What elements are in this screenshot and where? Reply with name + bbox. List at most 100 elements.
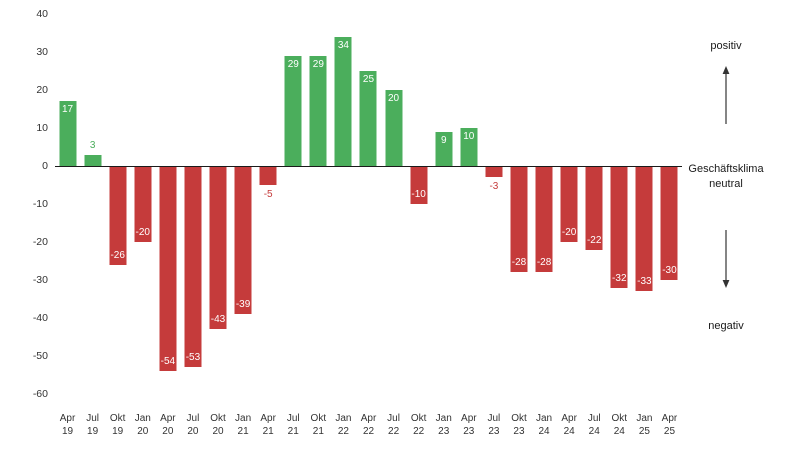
bar-value-label: 17 bbox=[61, 104, 74, 116]
y-tick-label: -10 bbox=[32, 198, 48, 210]
bar-slot: 34 bbox=[331, 14, 356, 394]
bar-negative: -39 bbox=[234, 166, 252, 315]
bar-value-label: -39 bbox=[235, 299, 251, 311]
bar-slot: -33 bbox=[632, 14, 657, 394]
bar-slot: -26 bbox=[105, 14, 130, 394]
bar-value-label: -43 bbox=[210, 314, 226, 326]
x-tick-label: Jul 23 bbox=[487, 413, 501, 437]
bar-value-label: -3 bbox=[489, 181, 499, 193]
bar-slot: 25 bbox=[356, 14, 381, 394]
x-tick-label: Okt 21 bbox=[310, 413, 327, 437]
bar-negative: -28 bbox=[535, 166, 553, 273]
x-tick-label: Jan 25 bbox=[636, 413, 653, 437]
bar-slot: -53 bbox=[180, 14, 205, 394]
x-tick-label: Okt 23 bbox=[511, 413, 527, 437]
x-tick-label: Jan 20 bbox=[134, 413, 151, 437]
bar-value-label: 3 bbox=[89, 139, 96, 151]
bar-slot: -20 bbox=[130, 14, 155, 394]
y-tick-label: -30 bbox=[32, 274, 48, 286]
y-tick-label: 40 bbox=[36, 8, 48, 20]
bar-negative: -54 bbox=[159, 166, 177, 372]
bar-value-label: -20 bbox=[561, 227, 577, 238]
bar-slot: 3 bbox=[80, 14, 105, 394]
down-arrow-icon bbox=[722, 230, 730, 288]
bar-value-label: 25 bbox=[362, 74, 375, 85]
bar-negative: -53 bbox=[184, 166, 202, 368]
bar-slot: 20 bbox=[381, 14, 406, 394]
y-tick-label: 30 bbox=[36, 46, 48, 58]
bar-slot: 10 bbox=[456, 14, 481, 394]
bar-positive: 20 bbox=[385, 90, 403, 166]
bar-slot: -30 bbox=[657, 14, 682, 394]
x-tick-label: Apr 24 bbox=[561, 413, 577, 437]
bar-slot: -5 bbox=[256, 14, 281, 394]
bar-positive: 25 bbox=[359, 71, 377, 166]
bar-negative: -28 bbox=[510, 166, 528, 273]
bar-slot: 17 bbox=[55, 14, 80, 394]
x-tick-label: Okt 22 bbox=[410, 413, 427, 437]
bar-negative: -22 bbox=[585, 166, 603, 250]
plot-area: 17 3 -26 -20 -54 -53 -43 -39 -5 29 29 34 25 20 -10 9 10 -… bbox=[55, 14, 682, 394]
y-tick-label: -40 bbox=[32, 312, 48, 324]
x-tick-label: Okt 19 bbox=[109, 413, 126, 437]
bar-value-label: -20 bbox=[135, 227, 150, 238]
bar-negative: -43 bbox=[209, 166, 227, 330]
bar-value-label: -53 bbox=[185, 352, 201, 364]
x-tick-label: Apr 20 bbox=[160, 413, 176, 437]
x-tick-label: Jul 20 bbox=[186, 413, 200, 437]
bar-negative: -33 bbox=[635, 166, 653, 292]
bar-negative: -20 bbox=[134, 166, 152, 242]
x-tick-label: Apr 19 bbox=[59, 413, 76, 437]
bar-slot: -20 bbox=[557, 14, 582, 394]
bar-value-label: 29 bbox=[312, 58, 324, 70]
x-tick-label: Jan 24 bbox=[535, 413, 553, 437]
bar-positive: 34 bbox=[334, 36, 352, 166]
x-tick-label: Apr 21 bbox=[260, 413, 276, 437]
bar-slot: -43 bbox=[205, 14, 230, 394]
bar-positive: 10 bbox=[460, 128, 478, 166]
bar-value-label: -10 bbox=[411, 189, 426, 200]
bar-value-label: -30 bbox=[662, 265, 677, 276]
bar-value-label: 20 bbox=[388, 93, 400, 104]
neutral-label-line2: neutral bbox=[709, 178, 743, 190]
right-annotations: positiv Geschäftsklima neutral negativ bbox=[678, 14, 774, 394]
bar-slot: -3 bbox=[481, 14, 506, 394]
y-tick-label: 20 bbox=[36, 84, 48, 96]
bar-value-label: 29 bbox=[287, 58, 299, 70]
bar-negative: -30 bbox=[660, 166, 678, 280]
bar-positive: 9 bbox=[435, 131, 453, 166]
neutral-label-line1: Geschäftsklima bbox=[688, 163, 764, 175]
x-tick-label: Okt 24 bbox=[611, 413, 628, 437]
bar-positive: 17 bbox=[59, 101, 77, 166]
bar-slot: -39 bbox=[231, 14, 256, 394]
y-tick-label: 10 bbox=[36, 122, 48, 134]
bar-value-label: 9 bbox=[440, 134, 447, 146]
y-tick-label: 0 bbox=[42, 160, 48, 172]
bar-slot: -10 bbox=[406, 14, 431, 394]
bar-negative: -20 bbox=[560, 166, 578, 242]
bar-value-label: -22 bbox=[586, 234, 602, 246]
bar-negative: -32 bbox=[610, 166, 628, 288]
up-arrow-icon bbox=[722, 66, 730, 124]
zero-line bbox=[55, 166, 682, 167]
bar-value-label: -54 bbox=[160, 356, 176, 368]
bar-value-label: -28 bbox=[511, 257, 527, 269]
bar-value-label: -28 bbox=[536, 257, 552, 269]
bar-value-label: -32 bbox=[612, 272, 627, 284]
x-tick-label: Jul 19 bbox=[86, 413, 100, 437]
bar-slot: -22 bbox=[582, 14, 607, 394]
bar-positive: 29 bbox=[284, 55, 302, 166]
x-tick-label: Apr 22 bbox=[360, 413, 377, 437]
bar-value-label: 10 bbox=[463, 131, 475, 142]
bar-slot: 9 bbox=[431, 14, 456, 394]
x-tick-label: Okt 20 bbox=[210, 413, 226, 437]
bar-slot: -28 bbox=[506, 14, 531, 394]
bar-value-label: 34 bbox=[337, 39, 349, 51]
x-tick-label: Jan 21 bbox=[235, 413, 252, 437]
bar-slot: 29 bbox=[306, 14, 331, 394]
bar-negative: -26 bbox=[109, 166, 127, 265]
x-tick-label: Jul 24 bbox=[587, 413, 601, 437]
bar-slot: -32 bbox=[607, 14, 632, 394]
y-tick-label: -50 bbox=[32, 350, 48, 362]
